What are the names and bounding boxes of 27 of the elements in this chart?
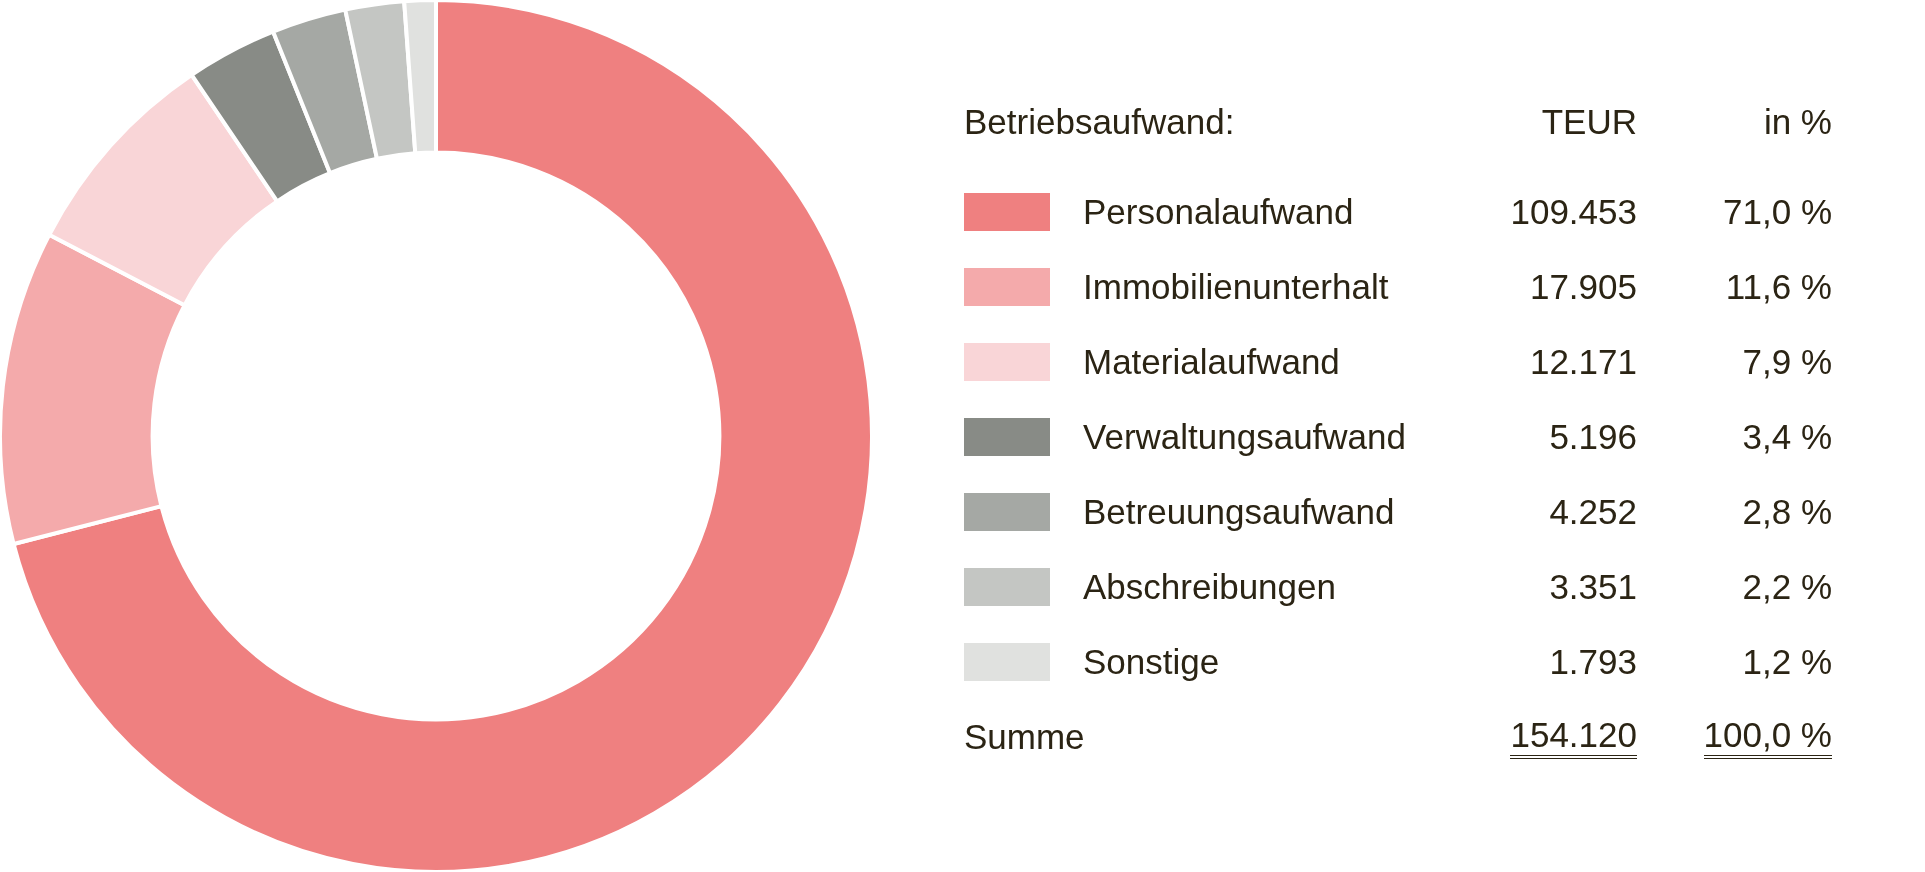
legend-label: Verwaltungsaufwand [1083,416,1406,458]
data-label: 3.351 [1549,566,1637,608]
legend-label: Betreuungsaufwand [1083,491,1395,533]
text: 154.120 [1510,715,1637,754]
text: in % [1763,101,1832,143]
text: Summe [964,716,1085,758]
text: 2,8 % [1742,491,1832,533]
text: 11,6 % [1725,266,1832,308]
text: TEUR [1541,101,1637,143]
data-label: 12.171 [1529,341,1637,383]
text: 7,9 % [1742,341,1832,383]
legend-label: Abschreibungen [1083,566,1336,608]
text: 1,2 % [1742,641,1832,683]
legend-title: Betriebsaufwand: [964,101,1235,143]
legend-label: Materialaufwand [1083,341,1340,383]
legend-label: Immobilienunterhalt [1083,266,1389,308]
text: 3,4 % [1742,416,1832,458]
data-label: 109.453 [1510,191,1637,233]
text: 71,0 % [1723,191,1832,233]
data-label: 5.196 [1549,416,1637,458]
data-label: 17.905 [1529,266,1637,308]
data-label: 1.793 [1549,641,1637,683]
legend-label: Personalaufwand [1083,191,1354,233]
data-label: 4.252 [1549,491,1637,533]
legend-label: Sonstige [1083,641,1220,683]
text: 2,2 % [1742,566,1832,608]
text: 100,0 % [1703,715,1832,754]
